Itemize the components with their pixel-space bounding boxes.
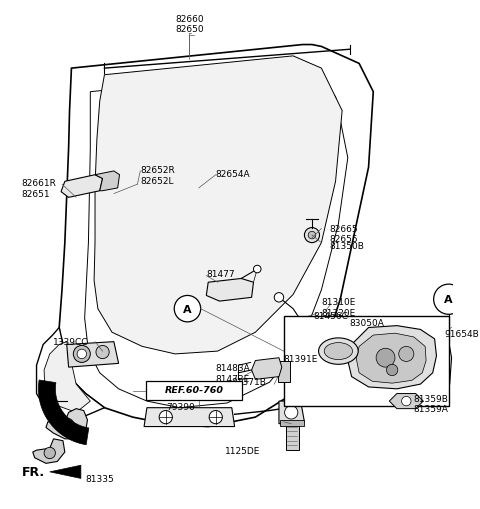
- Polygon shape: [46, 409, 87, 439]
- Text: 81335: 81335: [85, 474, 114, 483]
- Text: 82661R
82651: 82661R 82651: [22, 179, 56, 199]
- Polygon shape: [59, 45, 373, 427]
- Text: 91654B: 91654B: [444, 330, 479, 338]
- Circle shape: [308, 232, 316, 239]
- Text: 81371B: 81371B: [232, 377, 267, 386]
- Circle shape: [209, 411, 222, 424]
- Circle shape: [59, 418, 74, 433]
- Polygon shape: [38, 380, 89, 445]
- Text: 81456C: 81456C: [314, 311, 349, 320]
- Polygon shape: [252, 358, 282, 380]
- FancyBboxPatch shape: [146, 382, 242, 401]
- Circle shape: [274, 293, 284, 302]
- Circle shape: [386, 364, 398, 376]
- Text: 81483A
81473E: 81483A 81473E: [216, 363, 251, 383]
- Polygon shape: [356, 333, 426, 383]
- Text: 81477: 81477: [206, 269, 235, 278]
- Polygon shape: [389, 394, 423, 409]
- Circle shape: [433, 285, 464, 315]
- Ellipse shape: [324, 343, 352, 360]
- Polygon shape: [94, 56, 342, 354]
- Circle shape: [73, 346, 90, 363]
- Circle shape: [402, 397, 411, 406]
- Text: 83050A: 83050A: [350, 319, 384, 327]
- Polygon shape: [278, 361, 290, 382]
- Text: 82654A: 82654A: [216, 169, 251, 179]
- Circle shape: [96, 346, 109, 359]
- Circle shape: [174, 296, 201, 322]
- Polygon shape: [280, 420, 304, 426]
- Polygon shape: [279, 401, 304, 424]
- Text: REF.60-760: REF.60-760: [165, 385, 224, 394]
- Circle shape: [63, 422, 71, 430]
- Polygon shape: [67, 342, 119, 367]
- Polygon shape: [33, 439, 65, 463]
- Polygon shape: [286, 422, 299, 450]
- Polygon shape: [50, 465, 81, 478]
- Circle shape: [285, 406, 298, 419]
- Polygon shape: [95, 172, 120, 191]
- Text: 82665
82655: 82665 82655: [329, 224, 358, 244]
- Text: 81359B
81359A: 81359B 81359A: [414, 394, 449, 413]
- Text: 1125DE: 1125DE: [225, 446, 261, 456]
- Circle shape: [399, 347, 414, 362]
- Text: A: A: [444, 295, 453, 304]
- Text: 79380
79390: 79380 79390: [166, 392, 194, 411]
- Text: 1339CC: 1339CC: [53, 337, 88, 346]
- Circle shape: [77, 350, 86, 359]
- Text: FR.: FR.: [22, 465, 45, 478]
- Circle shape: [159, 411, 172, 424]
- Text: 81310E
81320E: 81310E 81320E: [322, 298, 356, 317]
- Polygon shape: [144, 408, 235, 427]
- Polygon shape: [348, 326, 436, 389]
- Circle shape: [304, 228, 320, 243]
- Text: A: A: [183, 304, 192, 314]
- Text: 82652R
82652L: 82652R 82652L: [140, 166, 175, 185]
- Text: 81391E: 81391E: [284, 354, 318, 363]
- Polygon shape: [61, 176, 103, 198]
- Circle shape: [253, 266, 261, 273]
- Polygon shape: [44, 342, 90, 413]
- Text: 82660
82650: 82660 82650: [175, 15, 204, 34]
- Ellipse shape: [319, 338, 358, 364]
- Text: 81350B: 81350B: [329, 241, 364, 250]
- Polygon shape: [206, 279, 253, 301]
- Circle shape: [376, 349, 395, 367]
- Bar: [284, 317, 449, 406]
- Polygon shape: [36, 328, 105, 422]
- Circle shape: [44, 447, 55, 459]
